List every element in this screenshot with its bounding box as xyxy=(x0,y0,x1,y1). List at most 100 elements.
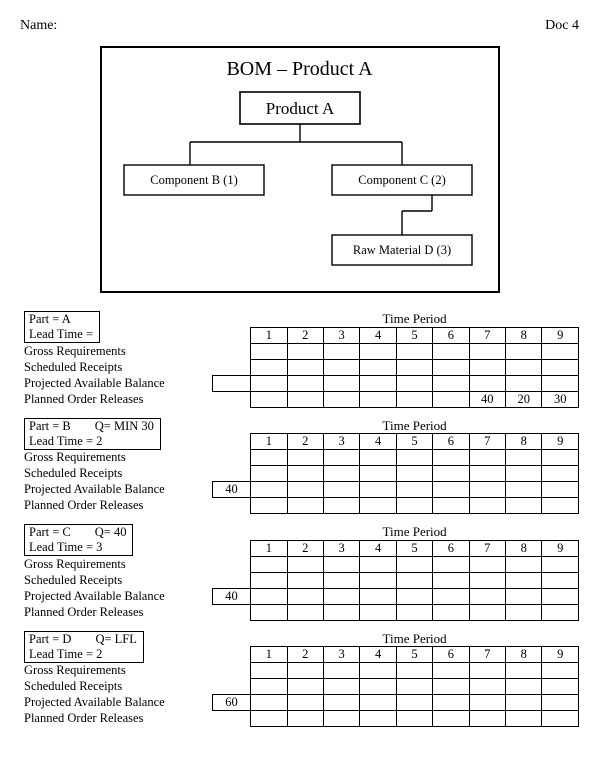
bom-container: BOM – Product A Product A Component B (1… xyxy=(100,46,500,293)
mrp-cell xyxy=(506,572,542,588)
row-label-sched: Scheduled Receipts xyxy=(20,572,212,588)
mrp-cell xyxy=(433,556,469,572)
period-header: 3 xyxy=(323,540,359,556)
part-header-c: Part = CQ= 40Lead Time = 3 xyxy=(20,524,212,556)
mrp-cell xyxy=(251,572,287,588)
row-label-por: Planned Order Releases xyxy=(20,498,212,514)
mrp-cell xyxy=(433,695,469,711)
mrp-cell xyxy=(360,482,396,498)
mrp-block-part-a: Part = ALead Time =Time Period123456789G… xyxy=(20,311,579,408)
mrp-cell xyxy=(287,482,323,498)
mrp-cell xyxy=(323,450,359,466)
period-header: 8 xyxy=(506,327,542,343)
mrp-cell xyxy=(469,375,505,391)
doc-label: Doc 4 xyxy=(545,18,579,34)
mrp-cell xyxy=(506,588,542,604)
mrp-cell xyxy=(287,556,323,572)
mrp-cell xyxy=(469,556,505,572)
period-header: 5 xyxy=(396,540,432,556)
mrp-cell xyxy=(506,466,542,482)
mrp-cell xyxy=(251,498,287,514)
period-header: 3 xyxy=(323,647,359,663)
mrp-cell xyxy=(360,375,396,391)
mrp-cell xyxy=(323,375,359,391)
mrp-cell xyxy=(396,391,432,407)
mrp-cell xyxy=(287,375,323,391)
period-header: 7 xyxy=(469,434,505,450)
mrp-cell xyxy=(433,679,469,695)
time-period-title: Time Period xyxy=(251,418,579,434)
part-line: Part = D xyxy=(29,632,71,647)
bom-diagram: Product A Component B (1) Component C (2… xyxy=(112,87,488,277)
period-header: 2 xyxy=(287,327,323,343)
mrp-cell xyxy=(360,604,396,620)
mrp-block-part-c: Part = CQ= 40Lead Time = 3Time Period123… xyxy=(20,524,579,621)
mrp-cell xyxy=(469,604,505,620)
mrp-cell xyxy=(323,679,359,695)
row-label-sched: Scheduled Receipts xyxy=(20,679,212,695)
mrp-cell xyxy=(469,588,505,604)
part-header-d: Part = DQ= LFLLead Time = 2 xyxy=(20,631,212,663)
mrp-cell xyxy=(433,343,469,359)
part-info-box-b: Part = BQ= MIN 30Lead Time = 2 xyxy=(24,418,161,450)
mrp-cell xyxy=(360,466,396,482)
mrp-cell xyxy=(542,375,579,391)
mrp-cell xyxy=(323,604,359,620)
mrp-cell xyxy=(506,556,542,572)
mrp-cell xyxy=(542,604,579,620)
mrp-cell xyxy=(506,343,542,359)
period-header: 4 xyxy=(360,540,396,556)
period-header: 2 xyxy=(287,647,323,663)
mrp-cell xyxy=(433,466,469,482)
mrp-table-c: Part = CQ= 40Lead Time = 3Time Period123… xyxy=(20,524,579,621)
period-header: 6 xyxy=(433,434,469,450)
mrp-cell xyxy=(323,572,359,588)
mrp-cell xyxy=(323,498,359,514)
mrp-cell xyxy=(360,391,396,407)
period-header: 1 xyxy=(251,434,287,450)
time-period-title: Time Period xyxy=(251,524,579,540)
mrp-cell xyxy=(396,343,432,359)
mrp-cell xyxy=(542,663,579,679)
period-header: 1 xyxy=(251,647,287,663)
mrp-cell xyxy=(287,498,323,514)
bom-root-label: Product A xyxy=(265,99,334,118)
period-header: 7 xyxy=(469,540,505,556)
period-header: 2 xyxy=(287,434,323,450)
mrp-cell xyxy=(396,663,432,679)
period-header: 3 xyxy=(323,434,359,450)
mrp-cell xyxy=(542,450,579,466)
mrp-cell xyxy=(433,711,469,727)
period-header: 5 xyxy=(396,647,432,663)
mrp-cell xyxy=(360,343,396,359)
mrp-cell xyxy=(506,498,542,514)
mrp-cell xyxy=(360,572,396,588)
name-field-label: Name: xyxy=(20,18,57,34)
row-label-gross: Gross Requirements xyxy=(20,556,212,572)
mrp-cell xyxy=(469,498,505,514)
mrp-cell: 20 xyxy=(506,391,542,407)
mrp-cell xyxy=(323,556,359,572)
mrp-table-a: Part = ALead Time =Time Period123456789G… xyxy=(20,311,579,408)
period-header: 1 xyxy=(251,327,287,343)
mrp-cell xyxy=(506,711,542,727)
period-header: 9 xyxy=(542,647,579,663)
mrp-cell xyxy=(542,359,579,375)
mrp-cell xyxy=(287,343,323,359)
part-info-box-c: Part = CQ= 40Lead Time = 3 xyxy=(24,524,133,556)
mrp-cell xyxy=(542,343,579,359)
pab-initial-cell: 40 xyxy=(212,588,250,604)
mrp-cell xyxy=(323,482,359,498)
period-header: 8 xyxy=(506,540,542,556)
mrp-cell xyxy=(542,711,579,727)
mrp-cell xyxy=(396,695,432,711)
mrp-cell xyxy=(360,556,396,572)
row-label-por: Planned Order Releases xyxy=(20,711,212,727)
mrp-cell xyxy=(506,695,542,711)
mrp-cell xyxy=(251,679,287,695)
lead-time-line: Lead Time = 2 xyxy=(29,434,154,449)
period-header: 6 xyxy=(433,540,469,556)
header-row: Name: Doc 4 xyxy=(20,18,579,34)
period-header: 9 xyxy=(542,434,579,450)
mrp-cell xyxy=(396,450,432,466)
